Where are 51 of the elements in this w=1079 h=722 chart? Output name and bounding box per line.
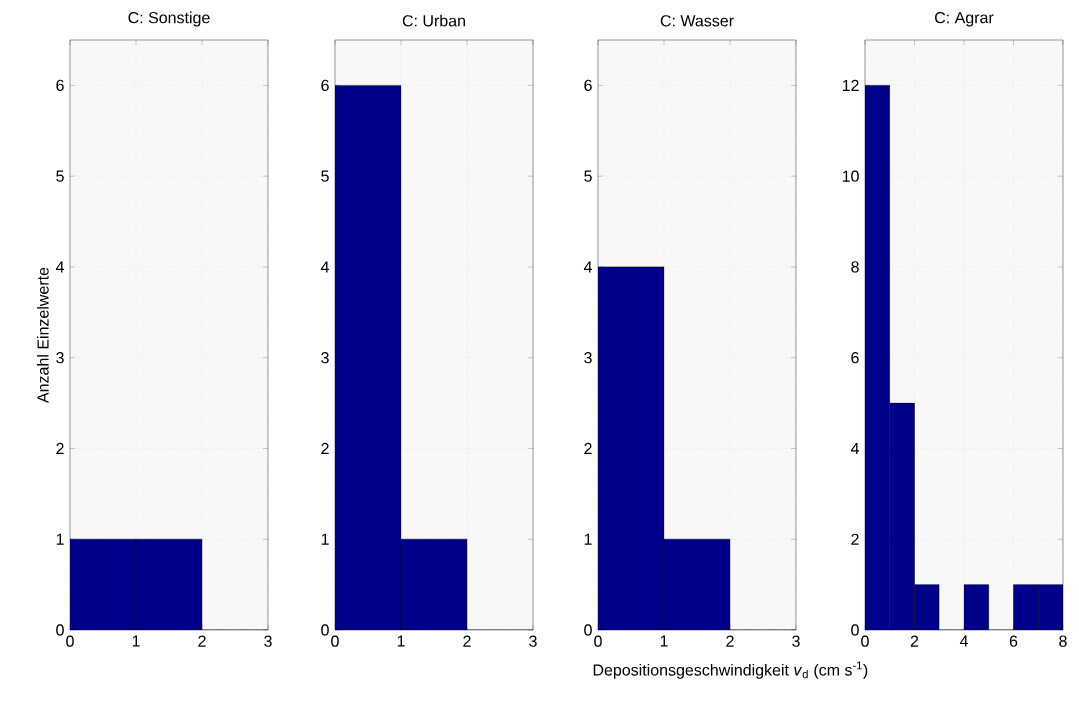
x-tick-label: 3 [792,635,800,647]
chart-title: C: Wasser [660,15,734,27]
y-tick-label: 1 [584,533,592,545]
x-tick-label: 1 [397,635,405,647]
x-axis-title: Depositionsgeschwindigkeit v$_{d}$ (cm s$^{-1}$) [593,661,868,679]
chart-title: C: Urban [402,14,465,27]
y-tick-label: 2 [851,533,859,545]
y-tick-label: 0 [56,624,64,636]
y-tick-label: 6 [851,352,859,364]
y-tick-label: 1 [321,533,329,545]
y-tick-label: 6 [321,79,329,92]
y-tick-label: 3 [584,352,592,364]
y-tick-label: 5 [584,170,592,182]
y-tick-label: 5 [56,170,64,182]
x-tick-label: 1 [660,635,668,647]
x-tick-label: 0 [66,635,74,647]
y-tick-label: 0 [321,624,329,636]
x-tick-label: 3 [529,635,537,647]
y-tick-label: 2 [584,442,592,455]
y-tick-label: 4 [320,261,329,273]
x-tick-label: 2 [463,635,471,647]
y-tick-label: 8 [851,261,859,273]
y-tick-label: 4 [55,261,64,273]
y-tick-label: 4 [850,442,859,454]
x-tick-label: 0 [594,635,602,647]
y-tick-label: 6 [56,79,64,92]
y-tick-label: 4 [583,261,592,273]
x-tick-label: 0 [331,635,339,647]
y-tick-label: 0 [584,624,592,636]
y-tick-label: 10 [842,170,859,182]
y-tick-label: 3 [56,352,64,364]
chart-title: C: Sonstige [128,11,210,27]
x-tick-label: 2 [198,635,206,647]
x-tick-label: 4 [959,635,968,647]
y-tick-label: 3 [321,352,329,364]
y-tick-label: 2 [321,442,329,455]
y-tick-label: 6 [584,79,592,92]
x-tick-label: 2 [910,635,919,647]
y-tick-label: 2 [56,442,64,455]
x-tick-label: 1 [132,635,140,647]
y-tick-label: 5 [321,170,329,182]
y-tick-label: 1 [56,533,64,545]
x-tick-label: 3 [264,635,272,647]
y-tick-label: 12 [842,79,859,91]
x-tick-label: 2 [726,635,734,647]
x-tick-label: 8 [1059,635,1067,647]
chart-title: C: Agrar [935,11,994,27]
x-tick-label: 0 [861,635,869,647]
x-tick-label: 6 [1009,635,1018,647]
y-axis-title: Anzahl Einzelwerte [36,267,49,403]
y-tick-label: 0 [851,624,859,636]
